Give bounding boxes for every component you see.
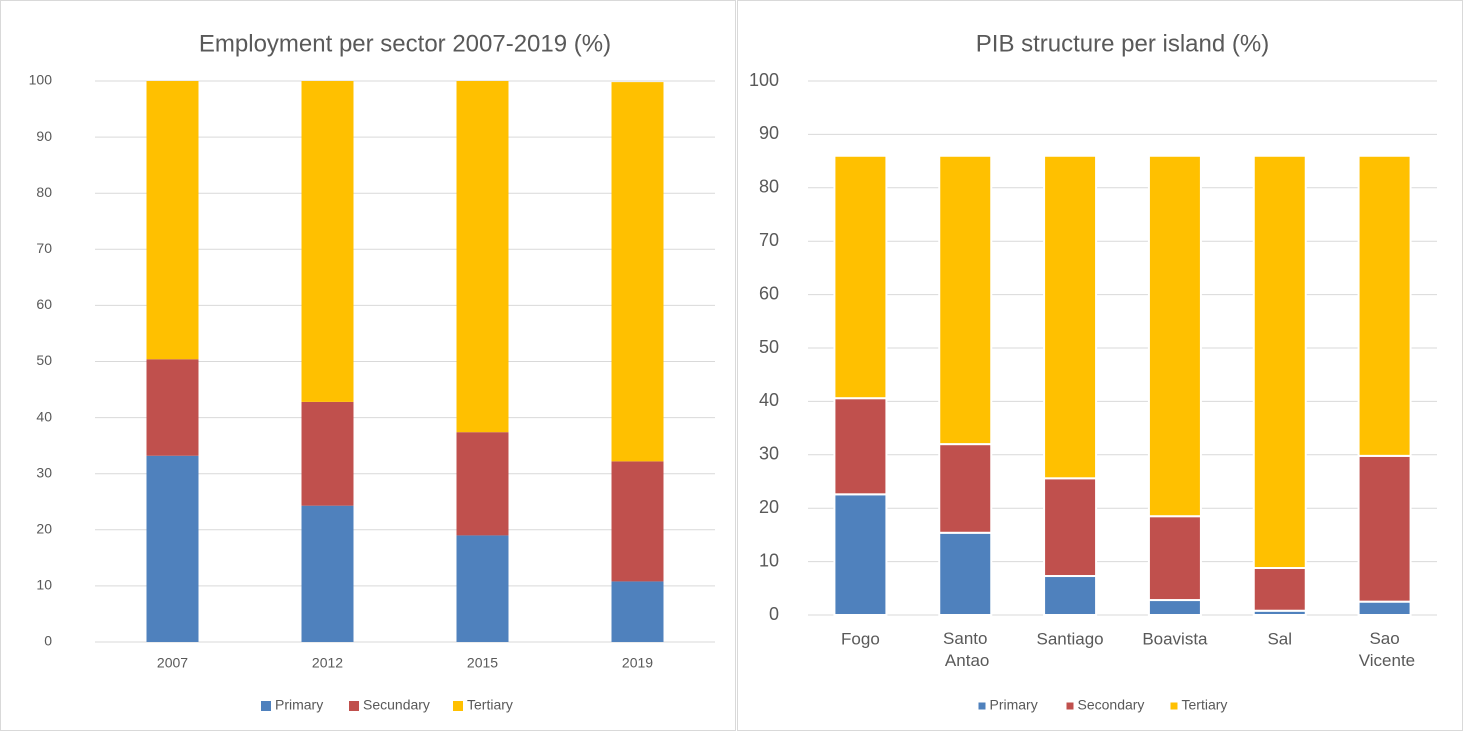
y-tick-label: 90	[36, 128, 52, 144]
y-tick-label: 70	[759, 230, 779, 250]
bar-segment	[1147, 515, 1202, 602]
legend-swatch	[453, 701, 463, 711]
x-tick-label: Fogo	[841, 629, 880, 648]
bar-segment	[456, 535, 509, 642]
bar-segment	[146, 359, 199, 456]
bar-segment	[938, 443, 993, 534]
x-tick-label: Santo Antao	[941, 629, 989, 670]
y-tick-label: 80	[759, 177, 779, 197]
legend-label: Tertiary	[1182, 697, 1228, 713]
y-tick-label: 80	[36, 184, 52, 200]
legend-swatch	[978, 702, 986, 710]
bar-segment	[1147, 599, 1202, 616]
chart-title: Employment per sector 2007-2019 (%)	[199, 30, 611, 57]
y-tick-label: 0	[769, 604, 779, 624]
legend-label: Primary	[990, 697, 1038, 713]
chart-panel: PIB structure per island (%) 0 10 20 30 40 50 6…	[737, 0, 1463, 731]
legend-label: Secondary	[1078, 697, 1145, 713]
chart-title: PIB structure per island (%)	[976, 30, 1269, 57]
legend-label: Secundary	[363, 697, 430, 713]
bar-segment	[456, 81, 509, 433]
bar-segment	[146, 455, 199, 642]
bar-segment	[938, 154, 993, 446]
x-tick-label: Sao Vicente	[1354, 629, 1415, 670]
y-tick-label: 50	[759, 337, 779, 357]
bar-segment	[1043, 477, 1098, 578]
bar-segment	[301, 401, 354, 506]
y-tick-label: 100	[749, 70, 779, 90]
bar-segment	[1357, 600, 1412, 617]
y-tick-label: 50	[36, 352, 52, 368]
bar-segment	[301, 505, 354, 642]
y-tick-label: 0	[44, 633, 52, 649]
legend-swatch	[1170, 702, 1178, 710]
y-tick-label: 10	[759, 550, 779, 570]
bar-segment	[833, 397, 888, 496]
y-tick-label: 40	[759, 390, 779, 410]
bar-segment	[611, 461, 664, 582]
y-tick-label: 100	[29, 72, 53, 88]
x-tick-label: 2015	[467, 655, 498, 671]
bar-segment	[1043, 154, 1098, 480]
legend-label: Primary	[275, 697, 323, 713]
x-tick-label: 2007	[157, 655, 188, 671]
bar-segment	[833, 154, 888, 400]
bar-segment	[1043, 575, 1098, 617]
legend-swatch	[349, 701, 359, 711]
bar-segment	[1252, 567, 1307, 612]
x-tick-label: 2012	[312, 655, 343, 671]
bar-segment	[301, 81, 354, 402]
y-tick-label: 30	[759, 444, 779, 464]
x-tick-label: Boavista	[1142, 629, 1208, 648]
bar-segment	[1357, 454, 1412, 603]
legend-label: Tertiary	[467, 697, 513, 713]
y-tick-label: 30	[36, 464, 52, 480]
x-tick-label: Sal	[1267, 629, 1292, 648]
y-tick-label: 60	[759, 283, 779, 303]
bar-segment	[456, 432, 509, 536]
y-tick-label: 20	[759, 497, 779, 517]
y-tick-label: 20	[36, 521, 52, 537]
y-tick-label: 60	[36, 296, 52, 312]
legend-swatch	[261, 701, 271, 711]
bar-segment	[1147, 154, 1202, 518]
legend-swatch	[1066, 702, 1074, 710]
bar-segment	[833, 493, 888, 617]
chart-panel: Employment per sector 2007-2019 (%) 0 10 20…	[0, 0, 736, 731]
bar-segment	[1357, 154, 1412, 457]
x-tick-label: Santiago	[1037, 629, 1104, 648]
bar-segment	[611, 581, 664, 642]
y-tick-label: 90	[759, 123, 779, 143]
bar-segment	[1252, 154, 1307, 570]
bar-segment	[611, 82, 664, 462]
y-tick-label: 40	[36, 408, 52, 424]
y-tick-label: 70	[36, 240, 52, 256]
y-tick-label: 10	[36, 577, 52, 593]
bar-segment	[938, 531, 993, 616]
bar-segment	[146, 81, 199, 360]
x-tick-label: 2019	[622, 655, 653, 671]
